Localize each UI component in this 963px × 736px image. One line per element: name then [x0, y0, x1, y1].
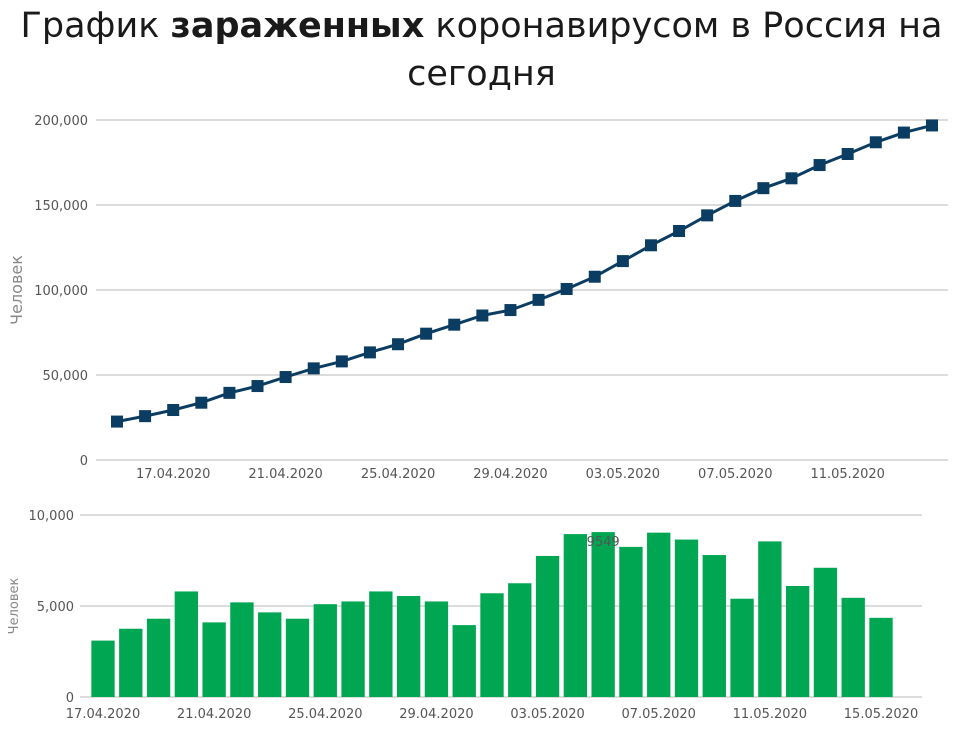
- daily-bar: [758, 541, 782, 697]
- line-point: [335, 355, 348, 368]
- title-bold: зараженных: [170, 6, 425, 46]
- bar-xtick-label: 11.05.2020: [733, 707, 807, 722]
- line-point: [813, 159, 826, 172]
- daily-bar: [396, 595, 421, 697]
- daily-bar: [591, 532, 615, 697]
- daily-bar: [730, 598, 754, 697]
- daily-bar: [674, 539, 699, 697]
- daily-bar: [563, 534, 588, 697]
- daily-bar: [91, 640, 115, 697]
- daily-bar: [258, 612, 282, 697]
- line-xtick-label: 17.04.2020: [136, 467, 210, 482]
- line-point: [363, 346, 376, 359]
- line-ytick-label: 50,000: [43, 369, 89, 384]
- daily-bar: [535, 555, 560, 697]
- daily-bar: [313, 604, 337, 697]
- daily-bar-chart: 0 5,000 10,000 17.04.2020 21.04.2020 25.04.2…: [7, 509, 922, 722]
- line-point: [504, 304, 517, 317]
- daily-bar: [285, 618, 310, 697]
- line-point: [139, 410, 152, 423]
- line-ytick-label: 0: [80, 454, 88, 469]
- bar-xtick-label: 03.05.2020: [510, 707, 584, 722]
- bar-xtick-label: 07.05.2020: [621, 707, 695, 722]
- line-ytick-label: 150,000: [34, 199, 88, 214]
- line-xtick-label: 25.04.2020: [361, 467, 435, 482]
- line-series-path: [116, 123, 933, 424]
- daily-bar: [146, 618, 171, 697]
- daily-bar: [647, 532, 671, 697]
- line-point: [392, 338, 405, 351]
- cumulative-line-chart: 0 50,000 100,000 150,000 200,000 17.04.2020 2…: [7, 114, 948, 482]
- line-xtick-label: 21.04.2020: [248, 467, 322, 482]
- bar-xtick-label: 15.05.2020: [844, 707, 918, 722]
- line-xtick-label: 29.04.2020: [473, 467, 547, 482]
- line-point: [729, 194, 742, 207]
- line-ytick-label: 100,000: [34, 284, 88, 299]
- line-point: [560, 282, 573, 295]
- line-point: [869, 136, 882, 149]
- line-point: [841, 148, 854, 160]
- line-point: [785, 172, 798, 185]
- daily-bar: [869, 617, 893, 697]
- line-point: [897, 126, 910, 139]
- daily-bar: [369, 591, 393, 697]
- daily-bar: [785, 585, 810, 697]
- bar-xtick-label: 17.04.2020: [66, 707, 140, 722]
- line-point: [307, 362, 320, 375]
- daily-bar: [480, 593, 504, 697]
- line-point: [279, 371, 292, 384]
- daily-bar: [841, 597, 865, 697]
- line-point: [111, 415, 123, 428]
- line-point: [616, 255, 629, 268]
- title-prefix: График: [20, 6, 171, 46]
- daily-bar: [119, 628, 143, 697]
- daily-bar: [508, 583, 532, 697]
- bar-ytick-label: 5,000: [37, 600, 74, 615]
- line-xtick-label: 03.05.2020: [586, 467, 660, 482]
- line-xtick-label: 07.05.2020: [698, 467, 772, 482]
- line-ytick-label: 200,000: [34, 114, 88, 129]
- line-point: [420, 327, 433, 340]
- title-suffix: коронавирусом в Россия на сегодня: [407, 6, 943, 94]
- bar-xtick-label: 29.04.2020: [399, 707, 473, 722]
- line-point: [757, 182, 770, 195]
- line-xtick-label: 11.05.2020: [810, 467, 884, 482]
- line-point: [167, 404, 180, 417]
- bar-ytick-label: 0: [66, 691, 74, 706]
- line-point: [701, 209, 714, 222]
- bar-xtick-label: 21.04.2020: [177, 707, 251, 722]
- daily-bar: [813, 567, 838, 697]
- daily-bar: [174, 591, 199, 697]
- bar-annotation: 9549: [587, 535, 620, 550]
- daily-bar: [452, 625, 476, 697]
- daily-bar: [424, 601, 449, 697]
- bar-xtick-label: 25.04.2020: [288, 707, 362, 722]
- line-point: [476, 309, 489, 322]
- line-chart-ylabel: Человек: [7, 255, 26, 325]
- line-point: [644, 239, 657, 252]
- daily-bar: [341, 601, 365, 697]
- line-point: [673, 225, 686, 238]
- daily-bar: [230, 602, 254, 697]
- line-point: [532, 293, 545, 306]
- line-point: [195, 396, 208, 409]
- page-title: График зараженных коронавирусом в Россия…: [0, 2, 963, 98]
- bar-chart-ylabel: Человек: [7, 578, 22, 635]
- daily-bar: [619, 546, 643, 697]
- daily-bar: [202, 622, 226, 697]
- daily-bar: [702, 555, 726, 697]
- line-point: [251, 380, 264, 393]
- line-point: [448, 318, 461, 331]
- line-point: [588, 270, 601, 283]
- line-point: [926, 119, 938, 132]
- bar-ytick-label: 10,000: [29, 509, 75, 524]
- line-point: [223, 386, 236, 399]
